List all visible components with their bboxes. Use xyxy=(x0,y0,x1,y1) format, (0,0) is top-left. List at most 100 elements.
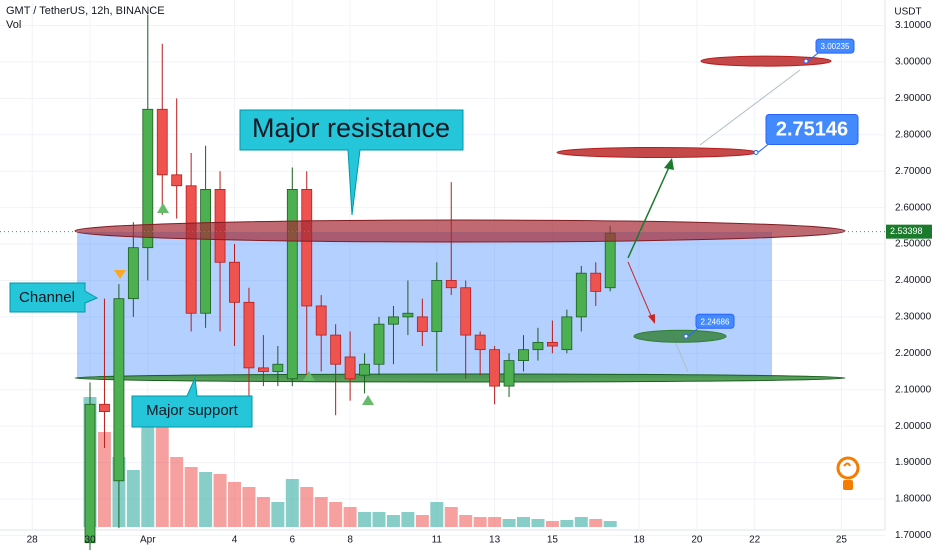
target-anchor xyxy=(683,333,689,339)
volume-bar xyxy=(199,472,213,527)
volume-bar xyxy=(517,517,530,527)
y-tick-label: 2.00000 xyxy=(895,421,932,432)
candle-body xyxy=(590,272,602,292)
y-tick-label: 2.90000 xyxy=(895,93,932,104)
x-tick-label: 8 xyxy=(347,535,353,546)
target-tag xyxy=(695,313,735,329)
y-tick-label: 2.30000 xyxy=(895,312,932,323)
volume-bar xyxy=(545,521,559,527)
volume-bar xyxy=(170,457,184,527)
target-pointer xyxy=(807,52,819,62)
signal-up xyxy=(362,395,374,405)
volume-bar xyxy=(184,467,198,527)
candle-body xyxy=(416,316,428,332)
x-tick-label: 11 xyxy=(432,535,443,546)
y-tick-label: 3.10000 xyxy=(895,20,932,31)
volume-bar xyxy=(329,502,343,527)
candle-body xyxy=(373,323,385,365)
y-tick-label: 2.70000 xyxy=(895,166,932,177)
volume-label: Vol xyxy=(6,19,21,31)
arrow-head xyxy=(648,314,655,324)
candle-body xyxy=(243,301,255,369)
volume-bar xyxy=(444,507,458,527)
x-tick-label: 13 xyxy=(489,535,501,546)
target-zone xyxy=(700,55,832,67)
candle-body xyxy=(272,363,284,372)
candle-body xyxy=(431,280,443,332)
idea-icon xyxy=(836,456,860,490)
candle-body xyxy=(445,280,457,289)
y-tick-label: 3.00000 xyxy=(895,57,932,68)
candle-body xyxy=(561,316,573,351)
candle-body xyxy=(575,272,587,318)
volume-bar xyxy=(589,519,603,527)
candle-body xyxy=(503,360,515,387)
candle-body xyxy=(547,341,558,347)
volume-bar xyxy=(473,517,487,527)
arrow-up xyxy=(627,164,671,259)
y-tick-label: 2.10000 xyxy=(895,384,932,395)
volume-bar xyxy=(285,479,299,527)
volume-bar xyxy=(242,487,256,527)
volume-bar xyxy=(574,517,588,527)
axis-unit: USDT xyxy=(894,7,921,18)
volume-bar xyxy=(401,512,415,527)
y-tick-label: 2.40000 xyxy=(895,275,932,286)
candle-body xyxy=(460,287,472,336)
last-price-label: 2.53398 xyxy=(890,226,923,236)
channel-callout xyxy=(9,282,99,313)
candle-body xyxy=(99,403,110,412)
support-zone xyxy=(74,373,846,383)
x-tick-label: 4 xyxy=(232,535,238,546)
volume-bar xyxy=(386,515,400,527)
overlay: Major resistance Channel Major support xyxy=(9,69,860,490)
candle-body xyxy=(301,189,313,307)
x-tick-label: 15 xyxy=(547,535,559,546)
signal-up xyxy=(157,203,169,213)
volume-bar xyxy=(126,470,140,527)
support-callout xyxy=(131,376,253,428)
volume-bar xyxy=(213,474,227,527)
x-tick-label: 30 xyxy=(84,535,96,546)
candle-body xyxy=(286,189,298,380)
candle-body xyxy=(330,334,342,365)
candle-body xyxy=(315,305,327,336)
chart-title: GMT / TetherUS, 12h, BINANCE xyxy=(6,5,165,17)
candle-body xyxy=(489,349,501,387)
volume-bar xyxy=(372,512,386,527)
y-tick-label: 2.20000 xyxy=(895,348,932,359)
resistance-callout xyxy=(239,109,464,216)
candle-body xyxy=(402,312,414,318)
target-tag xyxy=(815,38,855,54)
annotation: Major resistance xyxy=(252,113,450,143)
candle-body xyxy=(388,316,399,325)
arrow-head xyxy=(664,158,674,170)
signal-down xyxy=(114,270,126,279)
annotation: Major support xyxy=(146,402,239,419)
candle-body xyxy=(518,349,529,361)
axes: 3.10000 3.00000 2.90000 2.80000 2.70000 2.600… xyxy=(0,20,932,546)
candle-body xyxy=(229,261,240,303)
candle-body xyxy=(359,363,370,376)
x-tick-label: 20 xyxy=(691,535,703,546)
candle-body xyxy=(474,334,486,351)
x-tick-label: 22 xyxy=(749,535,761,546)
volume-bar xyxy=(300,487,314,527)
volume-bar xyxy=(488,517,502,527)
volume-bar xyxy=(97,432,111,527)
target-pointer xyxy=(757,144,769,153)
target-tag xyxy=(765,113,859,145)
y-tick-label: 2.50000 xyxy=(895,239,932,250)
volume-bar xyxy=(343,507,357,527)
candle-body xyxy=(142,108,154,249)
target-anchor xyxy=(753,149,759,155)
x-tick-label: 6 xyxy=(290,535,296,546)
x-tick-label: 18 xyxy=(634,535,646,546)
y-tick-label: 1.70000 xyxy=(895,530,932,541)
target-pointer xyxy=(687,327,699,337)
last-price-tag xyxy=(886,224,932,239)
y-tick-label: 1.80000 xyxy=(895,494,932,505)
target-label: 2.24686 xyxy=(701,317,730,326)
x-tick-label: 28 xyxy=(27,535,39,546)
